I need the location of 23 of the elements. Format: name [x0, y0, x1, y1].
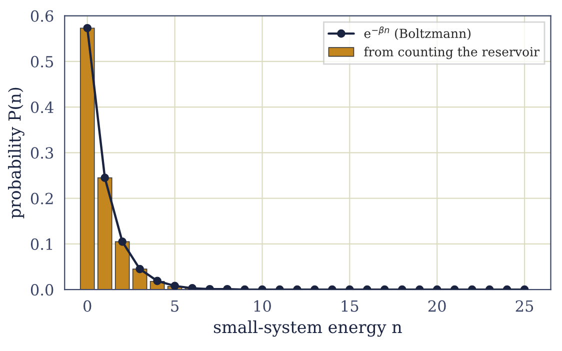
y-tick-label: 0.1 — [30, 238, 52, 250]
x-tick-label: 20 — [428, 300, 446, 312]
y-tick-label: 0.0 — [30, 284, 54, 296]
point — [118, 237, 127, 246]
y-tick-label: 0.2 — [30, 192, 53, 204]
bar — [97, 177, 112, 290]
point — [100, 174, 110, 182]
x-tick-label: 15 — [342, 300, 358, 312]
x-tick-label: 0 — [84, 300, 92, 312]
x-axis-title: small-system energy n — [214, 320, 402, 337]
x-tick-label: 10 — [254, 300, 271, 312]
legend-label: from counting the reservoir — [364, 46, 540, 60]
x-tick-label: 25 — [516, 300, 534, 312]
y-tick-label: 0.5 — [30, 56, 54, 68]
bar — [80, 28, 95, 290]
y-tick-label: 0.6 — [30, 10, 54, 22]
legend-label: e$^{−βn}$ (Boltzmann) — [364, 26, 470, 40]
y-tick-label: 0.4 — [30, 102, 54, 114]
y-tick-label: 0.3 — [30, 147, 54, 159]
bar — [114, 241, 130, 290]
y-axis-title: probability P(n) — [8, 88, 24, 218]
point — [83, 24, 92, 32]
x-tick-label: 5 — [171, 300, 178, 312]
